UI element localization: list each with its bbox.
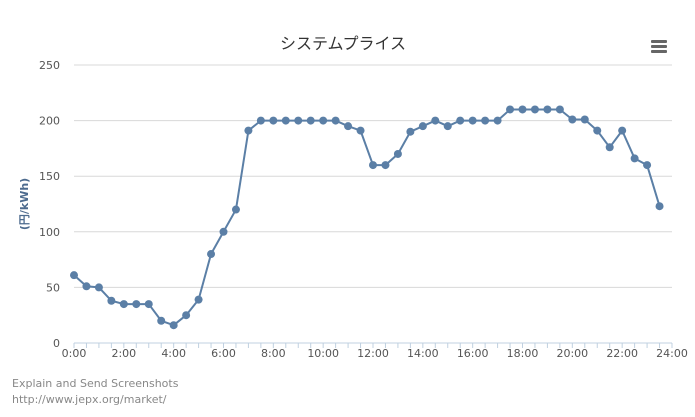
data-point[interactable] (169, 321, 178, 330)
data-point[interactable] (369, 161, 377, 170)
watermark-text: Explain and Send Screenshots (12, 377, 179, 390)
data-point[interactable] (543, 105, 552, 114)
series-line (73, 108, 661, 327)
x-tick-label: 10:00 (307, 347, 339, 360)
data-point[interactable] (94, 283, 103, 292)
data-point[interactable] (381, 161, 390, 170)
data-point[interactable] (194, 295, 203, 304)
data-point[interactable] (256, 116, 265, 125)
data-point[interactable] (231, 205, 240, 214)
x-axis-ticks: 0:00 2:00 4:00 6:00 8:00 10:00 12:00 14:00 16:00… (62, 347, 688, 360)
data-point[interactable] (530, 105, 539, 114)
data-point[interactable] (157, 316, 166, 325)
data-point[interactable] (630, 154, 639, 163)
y-tick-label: 200 (39, 115, 60, 128)
y-tick-label: 0 (53, 337, 60, 350)
data-point[interactable] (219, 227, 228, 236)
data-point[interactable] (643, 161, 652, 170)
hamburger-menu-icon[interactable] (646, 36, 672, 58)
chart-title: システムプライス (280, 34, 406, 53)
data-point[interactable] (144, 300, 153, 309)
y-axis-ticks: 0 50 100 150 200 250 (39, 59, 60, 350)
data-point[interactable] (605, 143, 614, 152)
data-point[interactable] (70, 271, 78, 280)
data-point[interactable] (568, 115, 577, 124)
data-point[interactable] (281, 116, 290, 125)
x-tick-label: 22:00 (606, 347, 638, 360)
x-tick-label: 12:00 (357, 347, 389, 360)
data-point[interactable] (418, 122, 427, 131)
data-point[interactable] (580, 115, 589, 124)
x-tick-label: 2:00 (111, 347, 136, 360)
data-point[interactable] (618, 126, 627, 135)
data-point[interactable] (443, 122, 452, 131)
data-point[interactable] (456, 116, 465, 125)
x-axis (73, 342, 673, 348)
x-tick-label: 20:00 (556, 347, 588, 360)
data-point[interactable] (393, 149, 402, 158)
data-point[interactable] (207, 250, 216, 259)
data-point[interactable] (269, 116, 278, 125)
data-point[interactable] (294, 116, 303, 125)
data-point[interactable] (593, 126, 602, 135)
data-point[interactable] (132, 300, 141, 309)
x-tick-label: 4:00 (161, 347, 186, 360)
x-tick-label: 0:00 (62, 347, 87, 360)
data-point[interactable] (319, 116, 328, 125)
grid-lines (74, 64, 672, 288)
data-point[interactable] (344, 122, 353, 131)
data-point[interactable] (481, 116, 490, 125)
data-point[interactable] (406, 127, 415, 136)
x-tick-label: 14:00 (407, 347, 439, 360)
y-axis-title: (円/kWh) (18, 178, 31, 230)
y-tick-label: 100 (39, 226, 60, 239)
data-point[interactable] (655, 202, 664, 211)
data-point[interactable] (82, 282, 91, 291)
data-point[interactable] (107, 296, 116, 305)
data-point[interactable] (119, 300, 128, 309)
data-point[interactable] (468, 116, 477, 125)
y-tick-label: 50 (46, 281, 60, 294)
data-point[interactable] (356, 126, 365, 135)
y-tick-label: 250 (39, 59, 60, 72)
data-point[interactable] (331, 116, 340, 125)
x-tick-label: 6:00 (211, 347, 236, 360)
data-point[interactable] (244, 126, 253, 135)
data-point[interactable] (518, 105, 527, 114)
data-point[interactable] (182, 311, 191, 320)
x-tick-label: 8:00 (261, 347, 286, 360)
data-point[interactable] (555, 105, 564, 114)
data-point[interactable] (306, 116, 315, 125)
data-point[interactable] (506, 105, 515, 114)
x-tick-label: 24:00 (656, 347, 688, 360)
data-point[interactable] (493, 116, 502, 125)
x-tick-label: 18:00 (507, 347, 539, 360)
watermark-url: http://www.jepx.org/market/ (12, 393, 167, 406)
x-tick-label: 16:00 (457, 347, 489, 360)
y-tick-label: 150 (39, 170, 60, 183)
data-point[interactable] (431, 116, 440, 125)
series-price (70, 105, 664, 330)
